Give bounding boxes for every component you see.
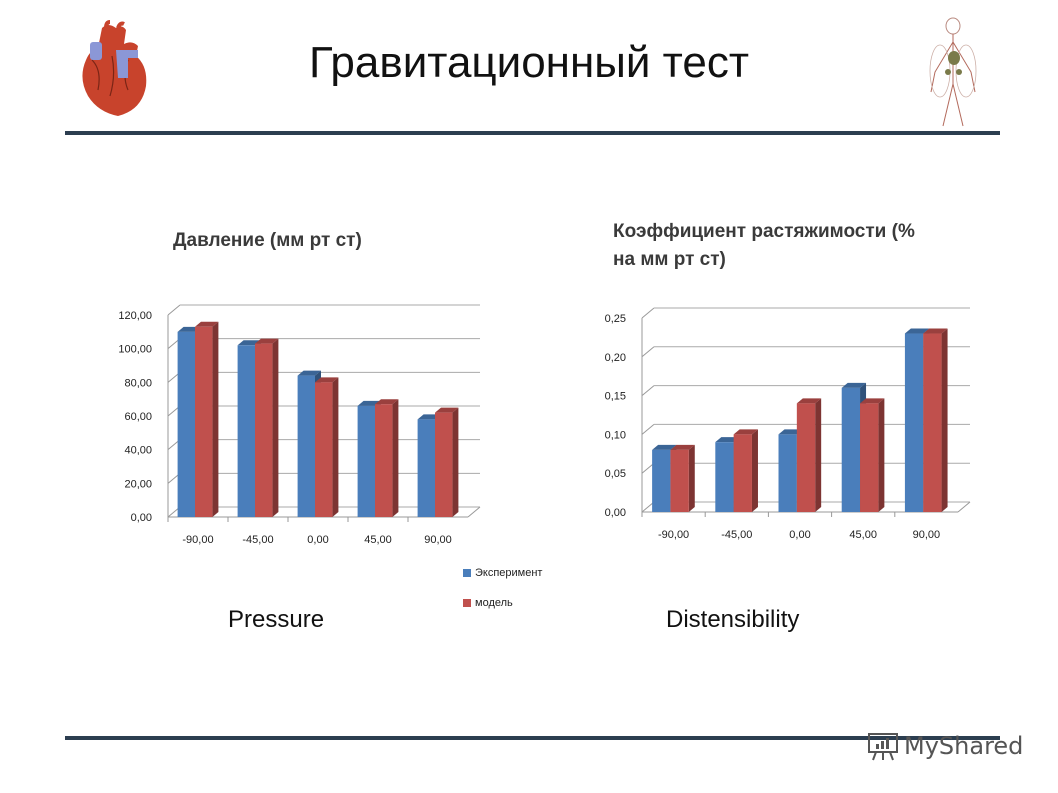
bar-experiment [841,387,861,512]
legend-item-experiment: Эксперимент [463,565,542,581]
svg-text:0,00: 0,00 [605,507,626,519]
legend-label-model: модель [475,597,513,609]
pressure-caption: Pressure [228,606,325,633]
bar-model [796,403,816,512]
pressure-chart-title: Давление (мм рт ст) [173,230,362,251]
svg-text:40,00: 40,00 [124,445,152,457]
svg-text:45,00: 45,00 [364,534,392,546]
legend-swatch-experiment [463,569,471,577]
svg-text:0,10: 0,10 [605,429,626,441]
svg-text:-90,00: -90,00 [182,534,213,546]
heart-anatomy-icon [82,20,147,116]
watermark: MyShared [866,730,1023,762]
svg-text:0,25: 0,25 [605,313,626,325]
pressure-chart: 0,00 20,00 40,00 60,00 80,00 100,00 120,00 -90,… [118,304,481,546]
distensibility-caption: Distensibility [666,606,800,633]
svg-text:0,00: 0,00 [789,529,810,541]
svg-text:0,00: 0,00 [131,512,152,524]
bar-model [375,404,393,517]
bar-model [670,449,689,512]
bar-experiment [652,449,671,512]
legend-label-experiment: Эксперимент [475,567,543,579]
svg-text:20,00: 20,00 [124,478,152,490]
svg-text:80,00: 80,00 [124,377,152,389]
bar-model [733,434,752,512]
bottom-divider [65,736,1000,740]
svg-text:-90,00: -90,00 [658,529,689,541]
bar-experiment [177,331,195,517]
legend-item-model: модель [463,595,542,611]
svg-text:0,05: 0,05 [605,468,626,480]
bar-model [195,326,213,517]
bar-experiment [778,434,797,512]
svg-text:90,00: 90,00 [913,529,941,541]
svg-text:0,15: 0,15 [605,391,626,403]
svg-text:45,00: 45,00 [849,529,877,541]
bar-experiment [417,419,435,517]
circulatory-system-icon [929,17,977,127]
svg-text:100,00: 100,00 [118,344,152,356]
bar-model [435,412,453,517]
top-divider [65,131,1000,135]
legend-swatch-model [463,599,471,607]
presentation-board-icon [868,733,898,761]
bar-model [923,333,942,512]
svg-text:-45,00: -45,00 [242,534,273,546]
svg-text:-45,00: -45,00 [721,529,752,541]
bar-experiment [357,405,375,517]
bar-experiment [237,345,255,517]
bar-experiment [297,375,315,517]
svg-text:120,00: 120,00 [118,310,152,322]
svg-text:90,00: 90,00 [424,534,452,546]
svg-text:0,00: 0,00 [307,534,328,546]
distensibility-chart: 0,00 0,05 0,10 0,15 0,20 0,25 -90,00 -45,00 0,00… [605,307,971,541]
svg-text:60,00: 60,00 [124,411,152,423]
bar-model [860,403,879,512]
bar-model [255,343,273,517]
distensibility-chart-title: Коэффициент растяжимости (% на мм рт ст) [613,221,915,270]
chart-legend: Эксперимент модель [463,565,542,625]
slide-title: Гравитационный тест [309,38,749,87]
watermark-text: MyShared [904,732,1024,760]
bar-experiment [715,442,734,512]
svg-text:0,20: 0,20 [605,352,626,364]
bar-model [315,382,333,517]
bar-experiment [904,333,924,512]
